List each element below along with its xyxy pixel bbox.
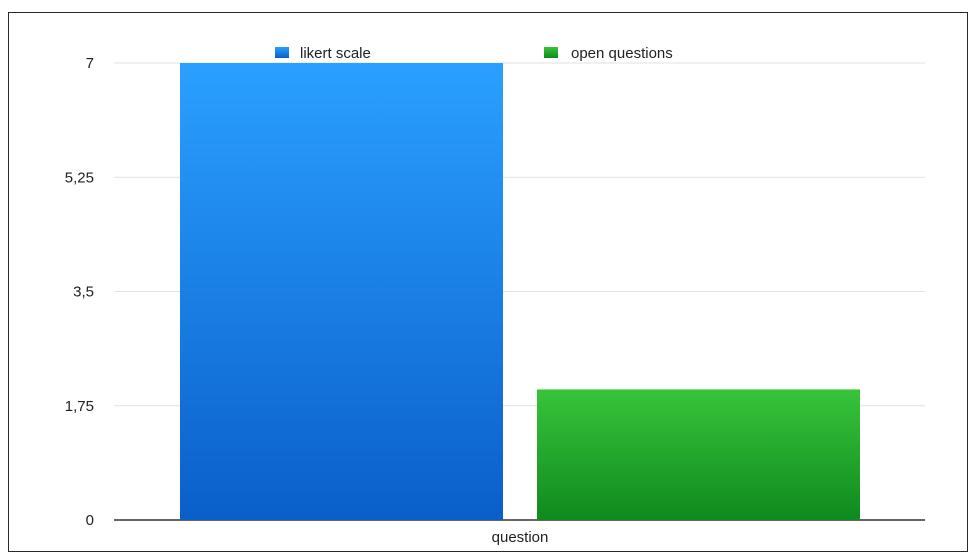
x-axis-categories: question bbox=[492, 529, 549, 545]
y-tick-label: 5,25 bbox=[65, 169, 94, 186]
y-tick-label: 1,75 bbox=[65, 398, 94, 415]
bars bbox=[180, 63, 860, 520]
legend-swatch bbox=[275, 47, 289, 58]
legend-label: open questions bbox=[571, 45, 673, 62]
legend-swatch bbox=[544, 47, 558, 58]
y-tick-label: 3,5 bbox=[73, 284, 94, 301]
legend: likert scale open questions bbox=[275, 45, 673, 62]
y-axis-ticks: 0 1,75 3,5 5,25 7 bbox=[65, 55, 94, 529]
y-tick-label: 0 bbox=[86, 512, 94, 529]
legend-label: likert scale bbox=[300, 45, 371, 62]
x-category-label: question bbox=[492, 529, 549, 545]
y-tick-label: 7 bbox=[86, 55, 94, 72]
bar-likert-scale bbox=[180, 63, 503, 520]
bar-open-questions bbox=[537, 389, 860, 520]
